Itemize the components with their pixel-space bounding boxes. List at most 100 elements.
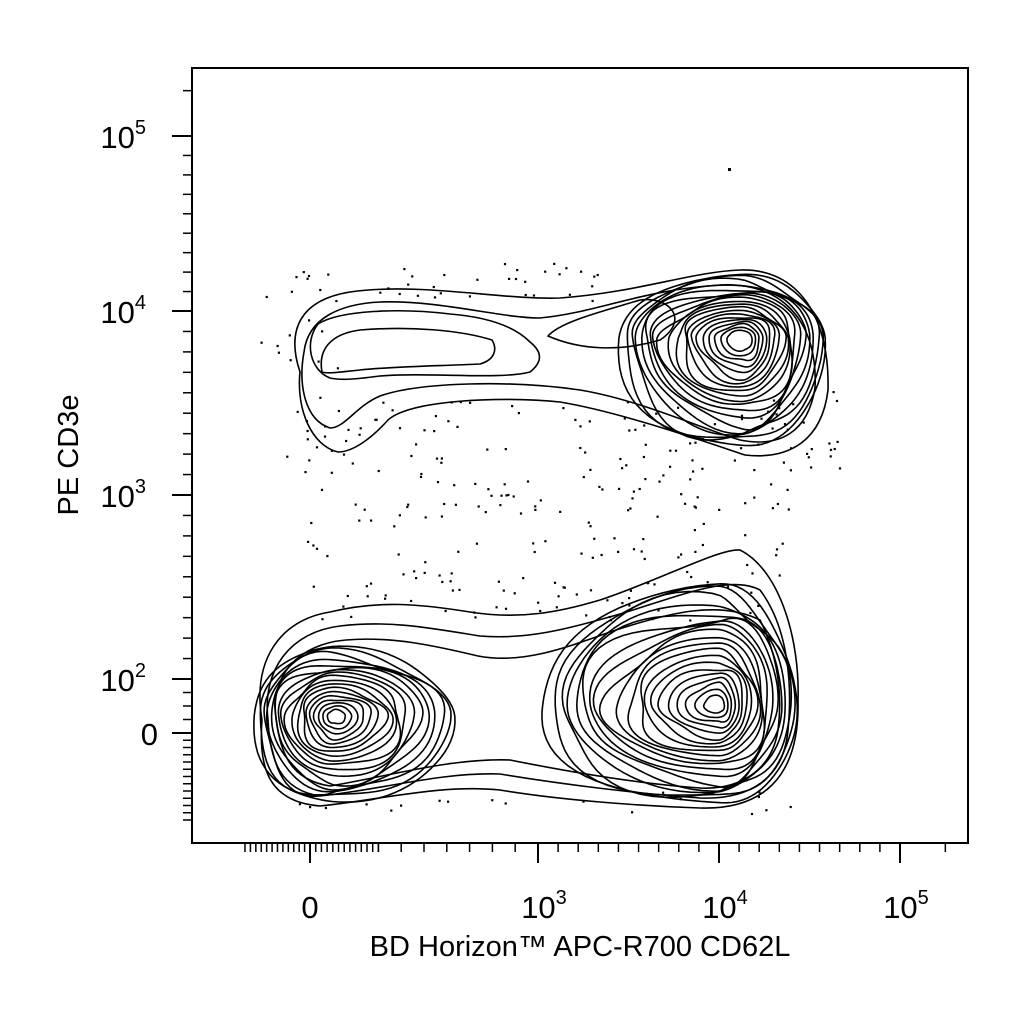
event-dot <box>497 580 500 583</box>
contour-lower-left <box>317 702 359 735</box>
event-dot <box>656 515 659 518</box>
event-dot <box>306 429 309 433</box>
event-dot <box>838 467 842 470</box>
contour-lower-right <box>581 617 780 789</box>
event-dot <box>625 464 628 467</box>
event-dot <box>312 585 315 588</box>
event-dot <box>640 550 643 553</box>
event-dot <box>524 280 527 283</box>
event-dot <box>468 295 471 298</box>
y-tick-label: 102 <box>100 660 146 698</box>
event-dot <box>807 456 810 459</box>
contour-lower-outer <box>259 549 799 809</box>
event-dot <box>601 488 604 491</box>
event-dot <box>416 294 419 297</box>
event-dot <box>410 599 413 603</box>
event-dot <box>657 609 660 612</box>
event-dot <box>354 503 357 506</box>
contour-upper-outer <box>294 269 829 457</box>
event-dot <box>647 581 650 584</box>
event-dot <box>740 414 744 417</box>
y-tick-label: 105 <box>100 117 146 155</box>
event-dot <box>375 418 378 421</box>
event-dot <box>810 466 813 469</box>
event-dot <box>617 550 620 553</box>
event-dot <box>555 606 558 609</box>
event-dot <box>317 360 320 363</box>
x-axis-title: BD Horizon™ APC-R700 CD62L <box>370 931 791 963</box>
contour-upper-right <box>690 312 776 385</box>
event-dot <box>459 401 462 404</box>
event-dot <box>669 465 672 468</box>
event-dot <box>407 503 410 506</box>
event-dot <box>365 585 368 588</box>
event-dot <box>453 484 456 487</box>
event-dot <box>783 423 787 426</box>
event-dot <box>753 496 756 499</box>
event-dot <box>677 406 680 409</box>
event-dot <box>382 401 385 404</box>
event-dot <box>433 430 436 433</box>
event-dot <box>643 424 646 427</box>
contour-lower-left <box>265 658 436 793</box>
event-dot <box>680 553 683 556</box>
event-dot <box>320 488 324 491</box>
event-dot <box>775 413 778 416</box>
event-dot <box>792 403 795 406</box>
event-dot <box>444 609 447 613</box>
event-dot <box>486 448 489 451</box>
event-dot <box>771 427 774 430</box>
event-dot <box>653 583 656 586</box>
event-dot <box>393 525 396 528</box>
event-dot <box>323 435 327 438</box>
event-dot <box>451 589 454 592</box>
event-dot <box>447 420 450 423</box>
contour-lower-left <box>259 646 452 796</box>
event-dot <box>384 597 387 600</box>
event-dot <box>411 275 414 278</box>
event-dot <box>438 799 441 802</box>
event-dot <box>439 292 442 295</box>
event-dot <box>400 804 403 807</box>
event-dot <box>689 619 692 622</box>
contour-upper-outer <box>309 310 541 381</box>
event-dot <box>438 574 441 577</box>
event-dot <box>415 577 418 580</box>
event-dot <box>447 800 450 803</box>
event-dot <box>330 471 333 474</box>
event-dot <box>631 811 634 814</box>
contour-lower-right <box>650 661 748 745</box>
event-dot <box>628 597 631 600</box>
contour-lower-left <box>305 690 379 749</box>
event-dot <box>513 592 516 595</box>
event-dot <box>532 542 535 545</box>
contour-lower-right <box>657 669 743 742</box>
event-dot <box>514 277 518 281</box>
event-dot <box>828 442 831 445</box>
event-dot <box>296 410 299 413</box>
event-dot <box>628 429 631 432</box>
event-dot <box>377 469 380 473</box>
contour-lower-left <box>312 699 365 741</box>
event-dot <box>757 795 760 799</box>
event-dot <box>619 457 622 461</box>
event-dot <box>277 351 280 354</box>
event-dot <box>836 440 839 443</box>
x-tick-label: 105 <box>883 887 929 925</box>
event-dot <box>631 497 634 500</box>
event-dot <box>557 595 560 598</box>
contour-lower-right <box>643 654 753 748</box>
event-dot <box>562 586 565 589</box>
event-dot <box>589 468 592 471</box>
event-dot <box>516 269 519 272</box>
event-dot <box>306 277 309 280</box>
contour-lower-right <box>592 623 768 771</box>
contour-lower-left <box>253 645 456 803</box>
x-tick-label: 0 <box>301 890 318 925</box>
contour-upper-right <box>617 273 827 447</box>
event-dot <box>308 459 311 462</box>
event-dot <box>684 502 687 505</box>
event-dot <box>544 540 547 543</box>
event-dot <box>694 441 697 444</box>
event-dot <box>474 482 477 485</box>
